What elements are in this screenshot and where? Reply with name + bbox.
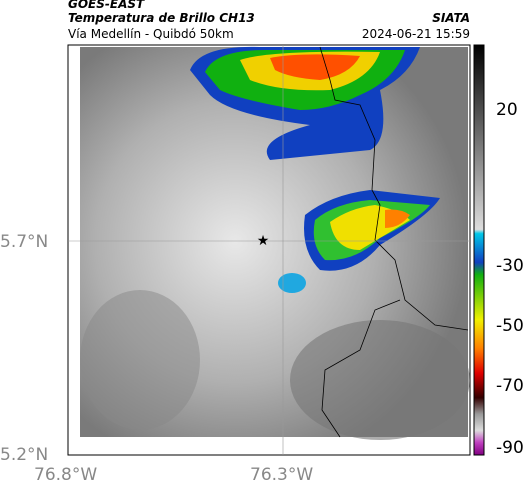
cloud-shade bbox=[290, 320, 470, 440]
colorbar-label: -30 bbox=[496, 256, 524, 276]
colorbar-label: 20 bbox=[496, 100, 518, 120]
agency: SIATA bbox=[432, 11, 470, 25]
cold-cloud bbox=[205, 50, 405, 110]
colorbar-label: -50 bbox=[496, 316, 524, 336]
subtitle: Vía Medellín - Quibdó 50km bbox=[68, 27, 234, 41]
colorbar-label: -70 bbox=[496, 376, 524, 396]
lon-label: 76.8°W bbox=[34, 465, 98, 485]
satellite-image bbox=[80, 47, 468, 437]
source: GOES-EAST bbox=[68, 0, 145, 11]
border bbox=[319, 46, 469, 438]
lon-label: 76.3°W bbox=[250, 465, 314, 485]
cold-cloud bbox=[385, 209, 410, 228]
datetime: 2024-06-21 15:59 bbox=[361, 27, 470, 41]
location-marker: ★ bbox=[257, 233, 270, 249]
cloud-shade bbox=[80, 290, 200, 430]
cold-cloud bbox=[313, 200, 430, 261]
title: Temperatura de Brillo CH13 bbox=[68, 11, 255, 25]
colorbar bbox=[473, 44, 485, 456]
cold-cloud bbox=[330, 205, 410, 250]
colorbar-label: -90 bbox=[496, 438, 524, 458]
cold-cloud bbox=[278, 273, 306, 293]
cold-cloud bbox=[190, 46, 420, 160]
lat-label: 5.2°N bbox=[0, 445, 49, 465]
frame bbox=[67, 44, 471, 456]
lat-label: 5.7°N bbox=[0, 232, 49, 252]
cold-cloud bbox=[270, 54, 360, 80]
cold-cloud bbox=[240, 51, 380, 91]
cold-cloud bbox=[304, 190, 440, 271]
